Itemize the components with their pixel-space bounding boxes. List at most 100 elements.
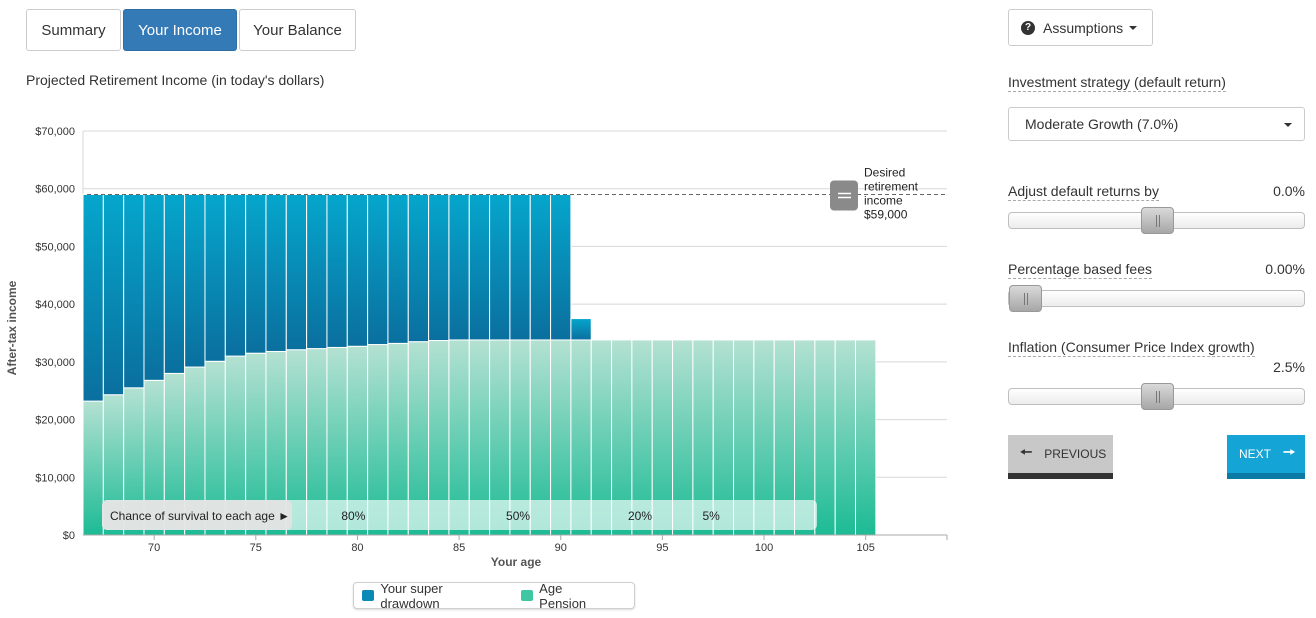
assumptions-label: Assumptions (1043, 19, 1124, 36)
investment-strategy-select[interactable]: Moderate Growth (7.0%) (1008, 107, 1305, 141)
survival-title: Chance of survival to each age ► (110, 509, 290, 523)
x-tick-label: 85 (453, 542, 465, 554)
adjust-returns-label: Adjust default returns by (1008, 183, 1159, 201)
survival-marker: 80% (341, 509, 365, 523)
bar-super-drawdown (367, 193, 389, 346)
bar-age-pension (855, 339, 877, 536)
bar-super-drawdown (224, 193, 247, 357)
x-tick-label: 80 (351, 542, 363, 554)
bar-super-drawdown (123, 193, 145, 389)
bar-age-pension (82, 400, 104, 536)
bar-super-drawdown (509, 193, 531, 341)
next-label: NEXT (1239, 447, 1272, 461)
bar-super-drawdown (265, 193, 287, 352)
adjust-returns-value: 0.0% (1273, 183, 1305, 199)
drag-handle-icon (830, 180, 858, 211)
x-tick-label: 105 (857, 542, 875, 554)
y-tick-label: $70,000 (35, 126, 75, 138)
desired-income-label: $59,000 (864, 207, 908, 221)
bar-super-drawdown (204, 193, 226, 362)
y-tick-label: $10,000 (35, 472, 75, 484)
inflation-value: 2.5% (1273, 359, 1305, 375)
y-tick-label: $40,000 (35, 299, 75, 311)
bar-super-drawdown (550, 193, 572, 341)
y-tick-label: $0 (63, 530, 75, 542)
survival-bar: Chance of survival to each age ► 80% 50% 20… (102, 500, 817, 530)
adjust-returns-slider[interactable] (1008, 207, 1305, 234)
x-tick-label: 90 (555, 542, 567, 554)
bar-super-drawdown (326, 193, 348, 348)
slider-handle[interactable] (1141, 383, 1174, 410)
slider-handle[interactable] (1009, 285, 1042, 312)
x-tick-label: 70 (148, 542, 160, 554)
inflation-label: Inflation (Consumer Price Index growth) (1008, 339, 1255, 357)
y-tick-label: $60,000 (35, 184, 75, 196)
bar-age-pension (834, 339, 857, 536)
fees-value: 0.00% (1265, 261, 1305, 277)
legend-item-age-pension[interactable]: Age Pension (520, 580, 604, 611)
next-button[interactable]: NEXT 🠖 (1227, 435, 1305, 479)
y-tick-label: $30,000 (35, 357, 75, 369)
tab-your-income[interactable]: Your Income (123, 9, 237, 51)
tab-summary[interactable]: Summary (26, 9, 121, 51)
x-tick-label: 100 (755, 542, 773, 554)
legend-swatch-super (362, 590, 375, 601)
bar-super-drawdown (102, 193, 125, 396)
legend-label: Age Pension (539, 580, 587, 611)
strategy-value: Moderate Growth (7.0%) (1025, 116, 1179, 132)
survival-marker: 20% (628, 509, 652, 523)
grip-icon (1024, 293, 1028, 305)
desired-income-label: retirement (864, 179, 919, 193)
survival-bar-head (102, 500, 292, 530)
legend-swatch-pension (520, 590, 534, 601)
chart-bars (82, 193, 877, 536)
strategy-label: Investment strategy (default return) (1008, 74, 1226, 92)
x-tick-label: 95 (656, 542, 668, 554)
bar-super-drawdown (285, 193, 308, 351)
bar-super-drawdown (184, 193, 206, 368)
bar-super-drawdown (387, 193, 409, 344)
question-circle-icon: ? (1021, 20, 1035, 35)
bar-super-drawdown (570, 318, 592, 341)
grip-icon (1156, 391, 1160, 403)
previous-button[interactable]: 🠔 PREVIOUS (1008, 435, 1113, 479)
bar-super-drawdown (529, 193, 552, 341)
bar-super-drawdown (448, 193, 470, 341)
y-axis-label: After-tax income (5, 280, 19, 375)
previous-label: PREVIOUS (1044, 447, 1107, 461)
bar-super-drawdown (143, 193, 165, 381)
bar-super-drawdown (489, 193, 511, 341)
grip-icon (1156, 215, 1160, 227)
bar-age-pension (814, 339, 836, 536)
inflation-slider[interactable] (1008, 383, 1305, 410)
arrow-left-icon: 🠔 (1020, 444, 1033, 460)
slider-handle[interactable] (1141, 207, 1174, 234)
caret-down-icon (1129, 25, 1138, 30)
bar-super-drawdown (346, 193, 369, 347)
bar-super-drawdown (428, 193, 450, 342)
desired-income-label: Desired (864, 165, 905, 179)
bar-super-drawdown (407, 193, 430, 343)
legend-label: Your super drawdown (380, 580, 443, 611)
arrow-right-icon: 🠖 (1283, 444, 1296, 460)
bar-super-drawdown (82, 193, 104, 402)
bar-super-drawdown (306, 193, 328, 350)
caret-down-icon (1284, 123, 1292, 127)
chart-title: Projected Retirement Income (in today's … (26, 72, 325, 88)
retirement-income-chart: $0 $10,000 $20,000 $30,000 $40,000 $50,000 $60… (5, 126, 948, 569)
legend-item-super-drawdown[interactable]: Your super drawdown (362, 581, 491, 611)
x-tick-label: 75 (250, 542, 262, 554)
assumptions-button[interactable]: ? Assumptions (1008, 9, 1153, 46)
bar-super-drawdown (245, 193, 267, 354)
fees-label: Percentage based fees (1008, 261, 1152, 279)
x-axis-label: Your age (491, 555, 542, 569)
bar-super-drawdown (468, 193, 491, 341)
y-tick-label: $20,000 (35, 415, 75, 427)
chart-axes: $0 $10,000 $20,000 $30,000 $40,000 $50,000 $60… (35, 126, 948, 554)
fees-slider[interactable] (1008, 285, 1305, 312)
bar-super-drawdown (163, 193, 186, 374)
desired-income-label: income (864, 193, 903, 207)
survival-marker: 5% (703, 509, 721, 523)
tab-your-balance[interactable]: Your Balance (239, 9, 356, 51)
